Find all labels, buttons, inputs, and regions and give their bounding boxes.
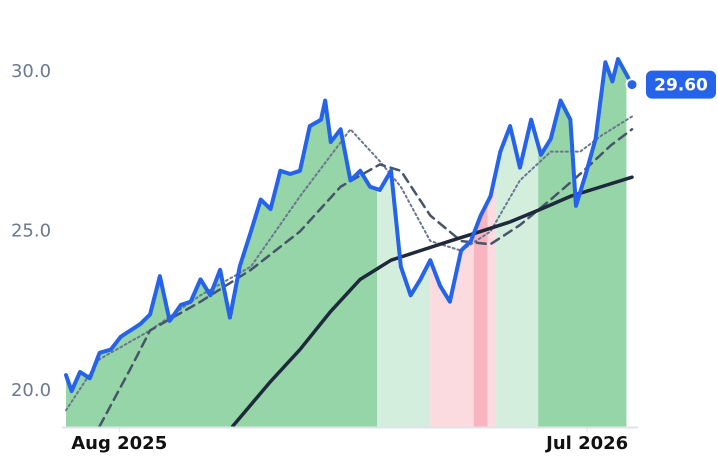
x-tick-label: Jul 2026: [544, 433, 628, 454]
x-tick-label: Aug 2025: [71, 433, 167, 454]
last-point: [625, 78, 639, 92]
area-fills: [66, 59, 627, 427]
band-area: [487, 170, 497, 427]
band-area: [377, 170, 431, 427]
moving-average-line: [65, 115, 633, 412]
last-value-label: 29.60: [654, 76, 708, 96]
band-area: [496, 119, 539, 427]
y-tick-label: 30.0: [11, 61, 51, 82]
band-area: [473, 201, 488, 427]
y-tick-label: 20.0: [11, 380, 51, 401]
labels: 20.0 25.0 30.0 Aug 2025 Jul 2026 29.60: [11, 61, 716, 454]
lines: [64, 57, 634, 427]
y-tick-label: 25.0: [11, 220, 51, 241]
band-area: [430, 233, 474, 427]
price-line: [64, 57, 634, 394]
moving-average-line: [230, 175, 634, 427]
value-pill: [646, 70, 716, 99]
